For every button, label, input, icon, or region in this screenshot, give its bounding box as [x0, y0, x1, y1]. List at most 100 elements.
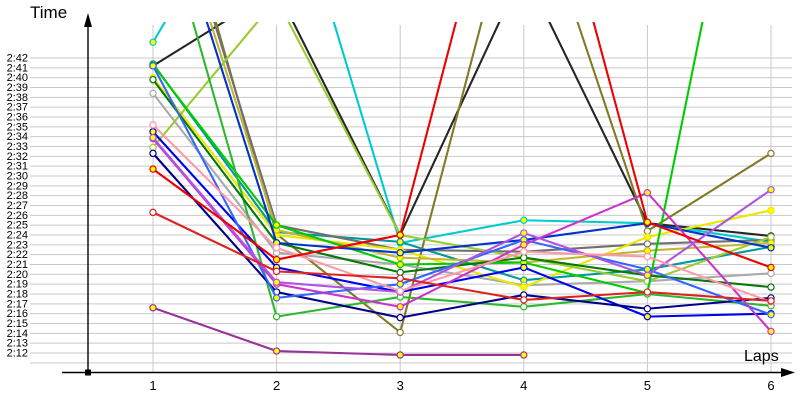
series-group — [149, 0, 775, 359]
y-axis-title: Time — [30, 3, 68, 22]
y-tick-label: 2:15 — [7, 318, 28, 330]
data-point-olive-lap5 — [643, 227, 652, 235]
y-tick-label: 2:18 — [7, 288, 28, 300]
data-point-turquoise-lap4 — [520, 216, 528, 224]
x-tick-label: 3 — [397, 378, 404, 393]
y-tick-label: 2:31 — [7, 161, 28, 173]
data-point-purple-lap4 — [520, 351, 528, 359]
data-point-cornflower-lap2 — [272, 294, 281, 302]
y-tick-label: 2:30 — [7, 170, 28, 182]
series-line-khaki — [209, 22, 772, 264]
series-line-royal-blue — [205, 22, 772, 254]
y-tick-label: 2:42 — [7, 53, 28, 65]
data-point-red-2-lap3 — [396, 274, 404, 282]
series-line-navy — [152, 152, 772, 319]
data-point-magenta-lap4 — [520, 241, 528, 249]
data-point-cornflower-lap6 — [767, 310, 775, 319]
data-point-orchid-lap1 — [149, 133, 157, 142]
series-line-orchid — [152, 136, 772, 294]
data-point-red-2-lap5 — [643, 288, 652, 296]
y-tick-label: 2:14 — [7, 328, 28, 340]
data-point-red-lap5 — [643, 218, 652, 226]
data-point-yellow-lap5 — [643, 233, 652, 241]
data-point-red-lap3 — [396, 231, 404, 239]
data-point-red-2-lap6 — [767, 297, 775, 305]
data-point-magenta-lap5 — [643, 189, 652, 197]
data-point-orchid-lap5 — [643, 271, 652, 280]
data-point-teal-lap3 — [396, 238, 404, 246]
series-line-pink — [152, 124, 772, 303]
series-line-black — [152, 22, 772, 238]
x-tick-labels: 1 2 3 4 5 6 — [149, 378, 774, 393]
data-point-dark-gray-lap5 — [643, 240, 652, 248]
x-axis-title: Laps — [744, 348, 779, 365]
series-line-purple — [152, 306, 524, 357]
data-point-khaki-lap5 — [643, 247, 652, 255]
data-point-bright-green-lap3 — [396, 260, 404, 269]
y-tick-label: 2:26 — [7, 210, 28, 222]
data-point-medium-green-lap2 — [272, 312, 281, 321]
axes — [62, 13, 795, 377]
y-tick-label: 2:35 — [7, 121, 28, 133]
data-point-light-gray-lap1 — [149, 89, 157, 98]
y-tick-label: 2:33 — [7, 141, 28, 153]
data-point-dark-green-lap6 — [767, 283, 775, 291]
data-point-pink-lap3 — [396, 287, 404, 295]
gridlines — [30, 25, 792, 372]
data-point-pink-lap2 — [272, 244, 281, 252]
y-tick-label: 2:39 — [7, 82, 28, 94]
data-point-cornflower-lap1 — [149, 62, 157, 70]
data-point-blue-lap1 — [149, 128, 157, 136]
y-tick-label: 2:32 — [7, 151, 28, 163]
y-tick-label: 2:12 — [7, 347, 28, 359]
data-point-blue-lap5 — [643, 312, 652, 321]
data-point-orchid-lap2 — [272, 278, 281, 286]
data-point-pink-lap4 — [520, 248, 528, 256]
series-line-red — [152, 22, 772, 269]
data-point-magenta-lap6 — [767, 327, 775, 336]
y-tick-labels: 2:422:412:402:392:382:372:362:352:342:33… — [7, 53, 28, 360]
data-point-yellow-green-lap6 — [767, 233, 775, 241]
data-point-yellow-green-lap2 — [274, 0, 280, 2]
y-tick-label: 2:20 — [7, 269, 28, 281]
x-axis-arrow-icon — [781, 368, 795, 377]
y-tick-label: 2:27 — [7, 200, 28, 212]
data-point-navy-lap3 — [396, 313, 404, 322]
y-tick-label: 2:25 — [7, 220, 28, 232]
data-point-navy-lap1 — [149, 149, 157, 158]
y-tick-label: 2:23 — [7, 239, 28, 251]
data-point-olive-lap6 — [767, 149, 775, 158]
data-point-royal-blue-lap6 — [767, 244, 775, 252]
origin-marker — [85, 369, 91, 376]
data-point-red-lap2 — [272, 255, 281, 264]
y-tick-label: 2:37 — [7, 102, 28, 114]
data-point-olive-lap3 — [396, 328, 404, 337]
data-point-red-2-lap2 — [272, 267, 281, 276]
data-point-royal-blue-lap3 — [396, 248, 404, 257]
series-line-magenta — [152, 137, 772, 333]
y-tick-label: 2:13 — [7, 338, 28, 350]
data-point-dark-green-lap4 — [520, 253, 528, 262]
data-point-light-gray-lap6 — [767, 269, 775, 278]
data-point-bright-green-lap2 — [272, 221, 281, 229]
y-tick-label: 2:41 — [7, 62, 28, 74]
data-point-red-lap6 — [767, 263, 775, 272]
data-point-purple-lap3 — [396, 351, 404, 359]
y-tick-label: 2:22 — [7, 249, 28, 261]
x-tick-label: 2 — [273, 378, 280, 393]
y-tick-label: 2:29 — [7, 180, 28, 192]
x-tick-label: 6 — [767, 378, 774, 393]
data-point-yellow-lap4 — [520, 283, 528, 291]
y-tick-label: 2:17 — [7, 298, 28, 310]
data-point-medium-green-lap4 — [520, 303, 528, 311]
data-point-dark-green-lap3 — [396, 268, 404, 277]
y-tick-label: 2:34 — [7, 131, 28, 143]
data-point-orchid-lap6 — [767, 186, 775, 194]
y-tick-label: 2:28 — [7, 190, 28, 202]
data-point-magenta-lap3 — [396, 303, 404, 311]
data-point-red-lap1 — [149, 165, 157, 173]
data-point-orchid-lap4 — [520, 229, 528, 237]
data-point-purple-lap2 — [272, 347, 281, 355]
